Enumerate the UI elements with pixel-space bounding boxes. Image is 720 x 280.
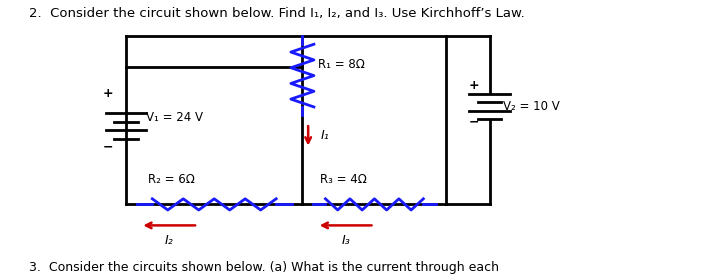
Text: I₁: I₁ [321, 129, 330, 142]
Text: +: + [469, 79, 479, 92]
Text: R₃ = 4Ω: R₃ = 4Ω [320, 173, 367, 186]
Text: I₃: I₃ [341, 234, 350, 247]
Text: I₂: I₂ [165, 234, 174, 247]
Text: 2.  Consider the circuit shown below. Find I₁, I₂, and I₃. Use Kirchhoff’s Law.: 2. Consider the circuit shown below. Fin… [29, 7, 525, 20]
Text: R₁ = 8Ω: R₁ = 8Ω [318, 58, 365, 71]
Text: R₂ = 6Ω: R₂ = 6Ω [148, 173, 194, 186]
Text: −: − [103, 141, 113, 153]
Text: −: − [469, 115, 479, 128]
Text: V₁ = 24 V: V₁ = 24 V [146, 111, 203, 124]
Text: 3.  Consider the circuits shown below. (a) What is the current through each: 3. Consider the circuits shown below. (a… [29, 261, 499, 274]
Text: +: + [103, 87, 113, 100]
Text: V₂ = 10 V: V₂ = 10 V [503, 100, 559, 113]
